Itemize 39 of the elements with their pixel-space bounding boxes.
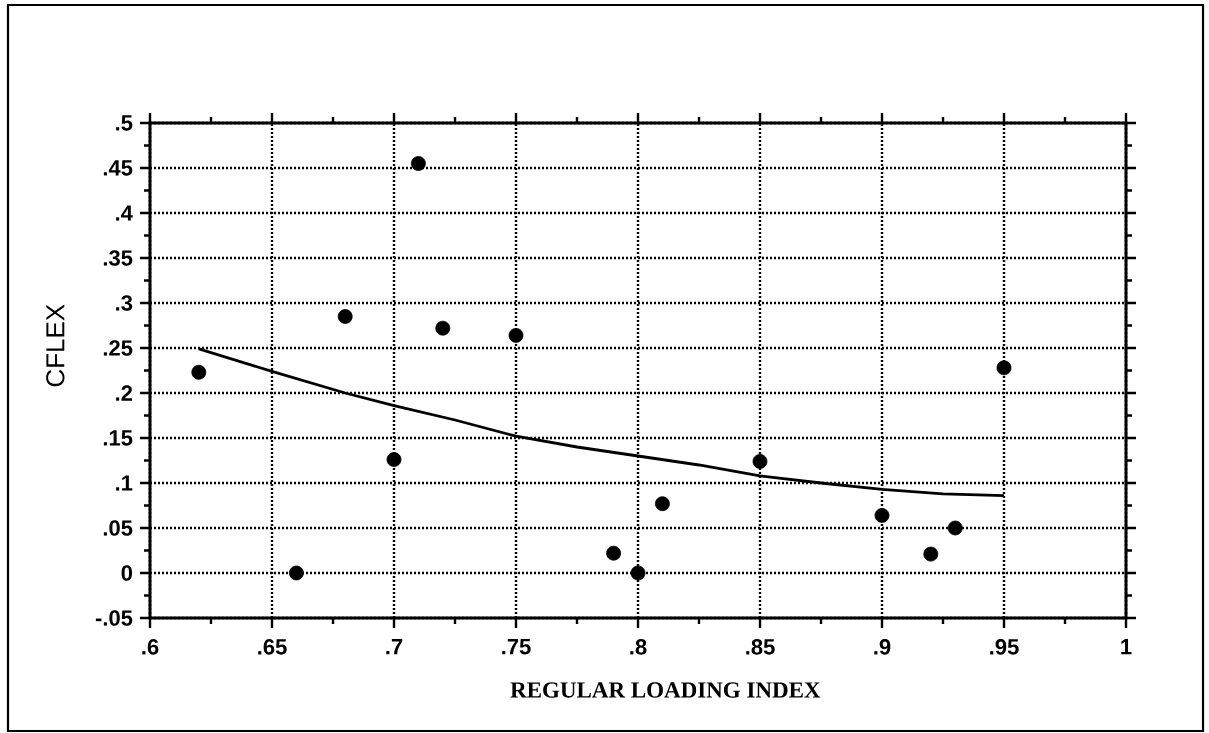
- x-tick-label: .95: [990, 639, 1019, 655]
- point: [508, 328, 524, 343]
- point: [386, 452, 402, 467]
- x-tick-label: .8: [630, 639, 647, 655]
- point: [947, 520, 963, 536]
- line-series: [197, 347, 1006, 497]
- x-tick-label: .75: [502, 639, 531, 655]
- x-tick-label: .7: [386, 639, 403, 655]
- y-tick-label: .05: [103, 520, 133, 536]
- y-tick-label: .45: [103, 160, 133, 176]
- y-tick-label: .2: [116, 385, 133, 401]
- y-tick-label: .35: [103, 250, 133, 266]
- x-tick-label: .65: [258, 639, 287, 655]
- point: [630, 565, 646, 581]
- point: [606, 545, 621, 561]
- y-tick-label: .4: [116, 205, 133, 221]
- y-tick-label: .15: [103, 430, 133, 446]
- point: [752, 454, 768, 469]
- y-tick-label: -.05: [95, 610, 133, 626]
- x-tick-label: .6: [142, 639, 159, 655]
- y-tick-label: 0: [121, 565, 133, 581]
- point: [191, 364, 207, 380]
- point: [435, 320, 451, 336]
- point: [289, 565, 304, 581]
- x-axis-title: REGULAR LOADING INDEX: [510, 682, 821, 698]
- point: [655, 496, 670, 512]
- y-tick-label: .25: [103, 340, 133, 356]
- point: [337, 309, 353, 324]
- x-tick-label: .9: [874, 639, 891, 655]
- point: [411, 156, 426, 171]
- point: [996, 360, 1012, 376]
- y-tick-label: .3: [116, 295, 133, 311]
- x-tick-label: .85: [746, 639, 775, 655]
- x-tick-label: 1: [1121, 639, 1132, 655]
- y-tick-label: .5: [116, 115, 133, 131]
- y-axis-title: CFLEX: [46, 304, 65, 387]
- point: [874, 508, 890, 523]
- point: [923, 546, 939, 562]
- y-tick-label: .1: [116, 475, 133, 491]
